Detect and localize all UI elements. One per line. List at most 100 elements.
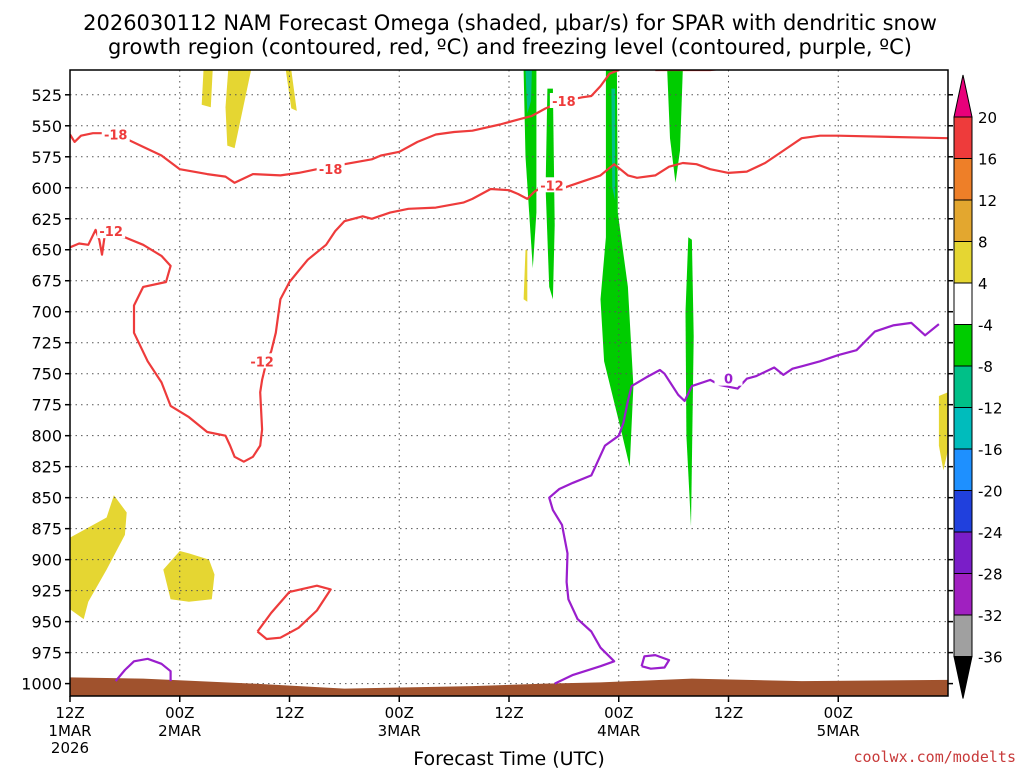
x-tick-label-date: 1MAR	[48, 722, 91, 740]
contour-dgz_minus12	[70, 134, 948, 463]
omega-region-10	[667, 70, 683, 183]
colorbar-bin-8-12	[953, 199, 973, 242]
x-tick-label-date: 4MAR	[597, 722, 640, 740]
colorbar-label-16: 16	[978, 151, 997, 169]
x-tick-label-time: 00Z	[165, 704, 194, 722]
colorbar-bottom-arrow	[953, 656, 973, 699]
x-tick-label-year: 2026	[51, 739, 89, 757]
x-tick-label-date: 5MAR	[817, 722, 860, 740]
x-tick-label-date: 3MAR	[378, 722, 421, 740]
gridlines	[70, 70, 948, 696]
colorbar-bin--36--32	[953, 614, 973, 657]
omega-region-6	[938, 392, 948, 471]
y-tick-label-1000: 1000	[21, 675, 62, 694]
surface-terrain	[70, 677, 948, 696]
y-tick-label-725: 725	[31, 334, 62, 353]
contour-label-dgz_minus18-0: -18	[104, 128, 128, 143]
plot-area: -18 -18 -18 -12 -12 -12 0	[70, 70, 948, 696]
contour-label-bg	[549, 92, 578, 108]
y-axis-ticks: 525 550 575 600 625 650 675 700 725 750 775 800 825 8…	[21, 86, 953, 694]
y-tick-label-825: 825	[31, 458, 62, 477]
omega-region-1	[163, 551, 215, 602]
colorbar-bin--28--24	[953, 531, 973, 574]
colorbar-bin--24--20	[953, 490, 973, 533]
omega-region-11	[685, 237, 694, 527]
colorbar-bin--16--12	[953, 407, 973, 450]
colorbar-label--4: -4	[978, 317, 993, 335]
y-tick-label-675: 675	[31, 272, 62, 291]
x-tick-label-time: 12Z	[55, 704, 84, 722]
colorbar: 20 16 12 8 4 -4 -8 -12 -16 -20 -24 -28 -32 -36	[953, 74, 1003, 699]
contour-dgz_minus12_loop	[256, 584, 332, 641]
contour-freezing_level	[548, 321, 940, 685]
colorbar-bin--12--8	[953, 365, 973, 408]
contour-lines: -18 -18 -18 -12 -12 -12 0	[70, 70, 948, 685]
contour-label-bg	[101, 126, 130, 142]
contour-label-dgz_minus12-2: -12	[540, 179, 564, 194]
contour-label-bg	[97, 223, 126, 239]
y-tick-label-900: 900	[31, 551, 62, 570]
colorbar-label--24: -24	[978, 524, 1003, 542]
contour-label-bg	[714, 370, 743, 386]
x-tick-label-time: 12Z	[275, 704, 304, 722]
y-tick-label-950: 950	[31, 613, 62, 632]
y-tick-label-775: 775	[31, 396, 62, 415]
colorbar-label--16: -16	[978, 441, 1003, 459]
colorbar-label--8: -8	[978, 358, 993, 376]
colorbar-label--20: -20	[978, 483, 1003, 501]
colorbar-label--12: -12	[978, 400, 1003, 418]
colorbar-bin--32--28	[953, 573, 973, 616]
omega-region-0	[70, 495, 127, 620]
colorbar-bin-12-16	[953, 158, 973, 201]
colorbar-label--36: -36	[978, 649, 1003, 667]
colorbar-label--28: -28	[978, 566, 1003, 584]
y-tick-label-850: 850	[31, 489, 62, 508]
x-tick-label-time: 00Z	[824, 704, 853, 722]
contour-label-bg	[537, 177, 566, 193]
y-tick-label-550: 550	[31, 117, 62, 136]
omega-region-13	[611, 88, 616, 201]
x-tick-label-time: 12Z	[494, 704, 523, 722]
omega-region-5	[523, 249, 528, 302]
colorbar-bin-4-8	[953, 241, 973, 284]
contour-label-dgz_minus18-1: -18	[319, 163, 343, 178]
omega-region-2	[201, 70, 213, 108]
colorbar-label--32: -32	[978, 607, 1003, 625]
contour-label-bg	[316, 161, 345, 177]
contour-label-dgz_minus18-2: -18	[552, 95, 576, 110]
y-tick-label-600: 600	[31, 179, 62, 198]
contour-label-bg	[248, 353, 277, 369]
chart-title-line1: 2026030112 NAM Forecast Omega (shaded, μ…	[83, 11, 937, 35]
contour-label-freezing_level-0: 0	[724, 373, 733, 388]
credit-text: coolwx.com/modelts	[853, 748, 1016, 766]
x-tick-label-time: 00Z	[385, 704, 414, 722]
y-tick-label-975: 975	[31, 644, 62, 663]
x-tick-label-time: 00Z	[604, 704, 633, 722]
y-tick-label-625: 625	[31, 210, 62, 229]
y-tick-label-875: 875	[31, 520, 62, 539]
colorbar-label-12: 12	[978, 192, 997, 210]
omega-region-8	[545, 88, 555, 300]
colorbar-label-8: 8	[978, 234, 988, 252]
x-tick-label-time: 12Z	[714, 704, 743, 722]
colorbar-label-20: 20	[978, 109, 997, 127]
ground-surface	[70, 677, 948, 696]
contour-label-dgz_minus12-0: -12	[99, 225, 123, 240]
colorbar-bin--4-4	[953, 282, 973, 325]
y-tick-label-525: 525	[31, 86, 62, 105]
y-tick-label-750: 750	[31, 365, 62, 384]
y-tick-label-800: 800	[31, 427, 62, 446]
y-tick-label-700: 700	[31, 303, 62, 322]
contour-freezing_level_small_loop	[640, 653, 671, 670]
colorbar-bin--8--4	[953, 324, 973, 367]
y-tick-label-575: 575	[31, 148, 62, 167]
colorbar-label-4: 4	[978, 275, 988, 293]
y-tick-label-925: 925	[31, 582, 62, 601]
omega-region-3	[225, 70, 252, 149]
x-tick-label-date: 2MAR	[158, 722, 201, 740]
omega-region-4	[285, 70, 297, 111]
contour-freezing_level_surface_loop	[114, 657, 172, 682]
